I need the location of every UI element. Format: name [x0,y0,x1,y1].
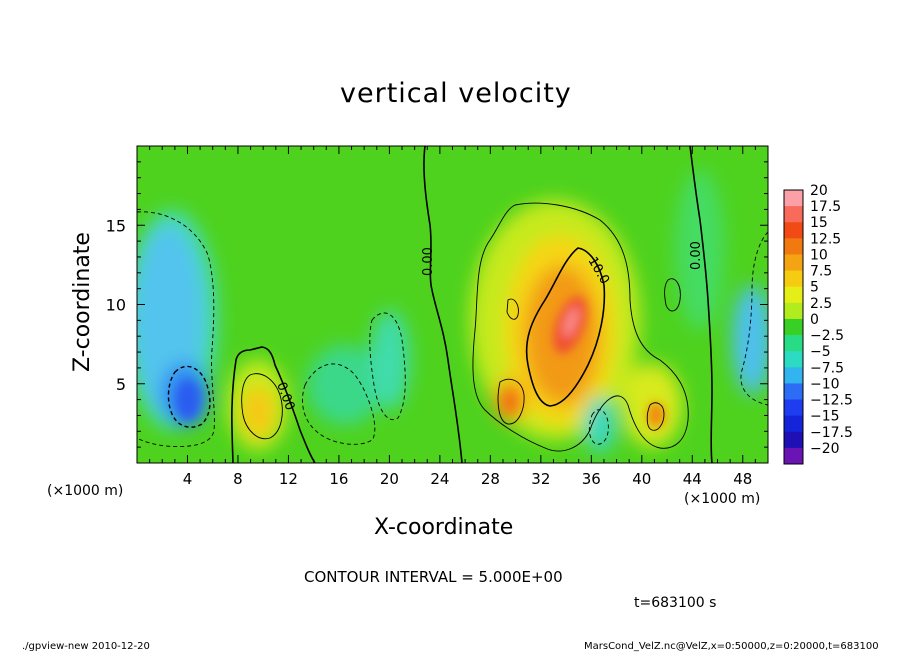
contour-label: 0.00 [421,247,436,276]
colorbar-label: −5 [810,344,831,360]
colorbar-label: 20 [810,183,828,199]
core-peak [563,306,579,338]
contour-neg-five-mid [302,363,376,445]
blob-weak-20 [370,310,410,410]
x-tick-label: 44 [683,470,702,488]
x-tick-label: 28 [481,470,500,488]
colorbar-swatch [784,286,803,304]
colorbar-swatch [784,415,803,433]
blob-negative-bottom [584,397,616,453]
colorbar-swatch [784,206,803,223]
colorbar-swatch [784,302,803,320]
colorbar-label: −12.5 [810,393,853,409]
x-tick-label: 40 [632,470,651,488]
colorbar-label: 15 [810,215,828,231]
x-tick-label: 20 [380,470,399,488]
colorbar-swatch [784,367,803,384]
colorbar-label: 5 [810,280,819,296]
blob-weak-44 [675,170,725,330]
colorbar-labels: 2017.51512.5107.552.50−2.5−5−7.5−10−12.5… [810,183,853,457]
footer-right: MarsCond_VelZ.nc@VelZ,x=0:50000,z=0:2000… [584,641,879,652]
contour-label: 0.00 [689,241,704,270]
y-tick-label: 5 [116,375,126,394]
x-tick-label: 32 [531,470,550,488]
x-tick-label: 36 [582,470,601,488]
colorbar-swatch [784,254,803,272]
colorbar-label: −7.5 [810,360,844,376]
colorbar-swatch [784,270,803,288]
colorbar-swatch [784,335,803,352]
core-left-lobe [502,390,518,414]
contour-zero-right [689,146,713,463]
time-label: t=683100 s [634,595,717,611]
colorbar-swatch [784,399,803,417]
x-tick-label: 16 [329,470,348,488]
core-right-lobe [647,402,665,428]
colorbar-label: 12.5 [810,231,841,247]
x-tick-label: 8 [233,470,243,488]
contour-neg-five-bottom [588,409,609,445]
blob-positive-small [241,386,275,438]
colorbar-label: 7.5 [810,264,832,280]
colorbar-label: −2.5 [810,328,844,344]
axis-ticks [137,146,768,463]
contour-interval: CONTOUR INTERVAL = 5.000E+00 [304,568,563,586]
footer-left: ./gpview-new 2010-12-20 [22,641,150,652]
colorbar-swatch [784,447,803,465]
contour-neg-five-right [740,231,768,406]
colorbar-label: 2.5 [810,296,832,312]
contour-neg-five-20 [369,312,406,421]
contour-neg-five-left [137,211,215,447]
contour-neg-ten-left [167,365,211,428]
colorbar-label: −20 [810,441,840,457]
colorbar [783,189,804,465]
colorbar-swatch [784,318,803,336]
colorbar-label: 10 [810,247,828,263]
colorbar-label: −10 [810,376,840,392]
blob-negative-right [732,285,768,395]
x-axis-label: X-coordinate [374,515,514,540]
contour-ten [525,247,606,407]
colorbar-swatch [784,431,803,449]
colorbar-label: −17.5 [810,425,853,441]
contour-zero-center [423,146,463,463]
x-axis-unit-left: (×1000 m) [47,483,124,499]
colorbar-label: 0 [810,312,819,328]
field-cores [176,296,665,428]
contour-five-left-lobe [497,378,525,425]
contour-zero-left [231,346,316,463]
contours [231,146,713,463]
colorbar-swatch [784,238,803,255]
y-tick-label: 15 [106,216,126,235]
x-tick-label: 48 [733,470,752,488]
colorbar-swatch [784,383,803,401]
x-tick-label: 24 [430,470,449,488]
y-axis-label: Z-coordinate [70,232,95,372]
x-tick-label: 12 [279,470,298,488]
contours-negative [137,211,768,447]
x-tick-label: 4 [183,470,193,488]
contour-five-small [241,373,283,440]
contour-five-outer [472,202,689,452]
contour-five-upper-right [664,278,681,312]
y-tick-label: 10 [106,296,126,315]
heatmap-field: 0.00 0.00 0.00 10.0 [137,146,768,463]
colorbar-label: −15 [810,409,840,425]
chart-title: vertical velocity [340,78,572,109]
colorbar-frame [783,189,804,465]
contour-five-right-lobe [646,402,665,431]
x-axis-unit-right: (×1000 m) [684,491,761,507]
colorbar-swatch [784,190,803,207]
core-min [176,380,200,420]
colorbar-swatch [784,351,803,368]
colorbar-swatch [784,222,803,239]
colorbar-label: 17.5 [810,199,841,215]
contour-five-mid [506,298,519,320]
